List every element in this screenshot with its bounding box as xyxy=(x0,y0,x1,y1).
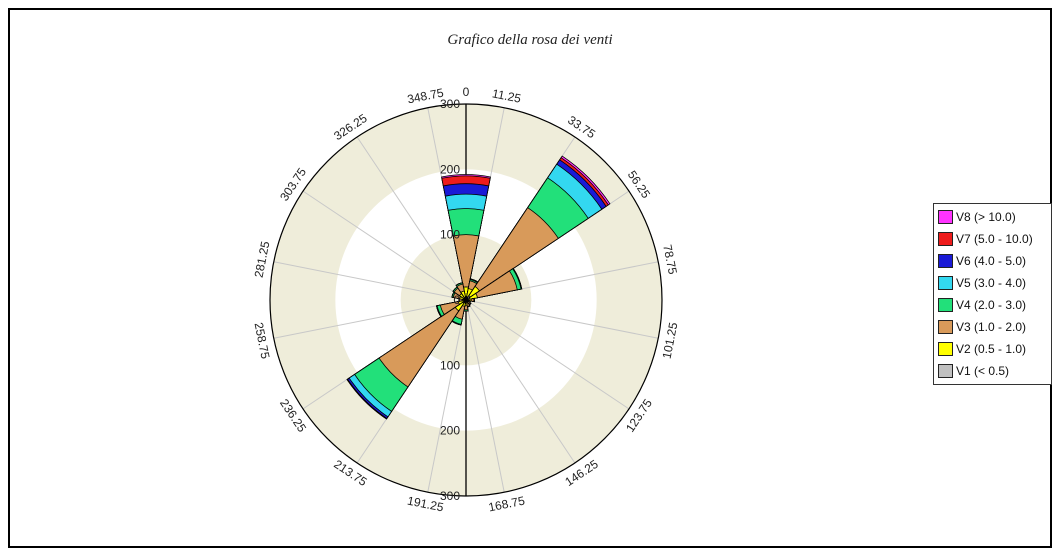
radial-tick-label: 100 xyxy=(440,228,460,242)
legend-swatch xyxy=(938,342,953,356)
radial-tick-label: 100 xyxy=(440,358,460,372)
direction-label: 11.25 xyxy=(491,86,523,105)
legend-label: V2 (0.5 - 1.0) xyxy=(956,342,1027,356)
direction-label: 101.25 xyxy=(660,321,681,360)
wedge-segment xyxy=(452,234,480,301)
spoke-line xyxy=(427,299,467,493)
radial-tick-label: 300 xyxy=(440,97,460,111)
legend-label: V5 (3.0 - 4.0) xyxy=(956,276,1027,290)
legend-swatch xyxy=(938,232,953,246)
radial-tick-label: 300 xyxy=(440,489,460,503)
spoke-line xyxy=(465,299,630,410)
legend-label: V6 (4.0 - 5.0) xyxy=(956,254,1027,268)
radial-tick-label: 200 xyxy=(440,424,460,438)
wedge-segment xyxy=(465,270,518,301)
legend-swatch xyxy=(938,254,953,268)
spoke-line xyxy=(302,190,467,301)
legend-item: V2 (0.5 - 1.0) xyxy=(934,338,1051,360)
legend-item: V4 (2.0 - 3.0) xyxy=(934,294,1051,316)
legend-label: V3 (1.0 - 2.0) xyxy=(956,320,1027,334)
legend-item: V7 (5.0 - 10.0) xyxy=(934,228,1051,250)
direction-label: 0 xyxy=(463,85,470,99)
legend-item: V8 (> 10.0) xyxy=(934,206,1051,228)
legend-label: V4 (2.0 - 3.0) xyxy=(956,298,1027,312)
direction-label: 258.75 xyxy=(252,321,273,360)
legend-item: V5 (3.0 - 4.0) xyxy=(934,272,1051,294)
legend-swatch xyxy=(938,320,953,334)
direction-label: 281.25 xyxy=(252,240,273,279)
legend-label: V8 (> 10.0) xyxy=(956,210,1016,224)
spoke-line xyxy=(465,299,576,464)
spoke-line xyxy=(273,299,467,339)
wedge-segment xyxy=(465,207,559,301)
direction-label: 78.75 xyxy=(660,243,680,276)
legend-swatch xyxy=(938,210,953,224)
radial-tick-label: 0 xyxy=(453,293,460,307)
legend-label: V1 (< 0.5) xyxy=(956,364,1010,378)
radial-tick-label: 200 xyxy=(440,162,460,176)
legend-item: V6 (4.0 - 5.0) xyxy=(934,250,1051,272)
spoke-line xyxy=(356,136,467,301)
wedge-segment xyxy=(463,296,467,301)
legend-swatch xyxy=(938,364,953,378)
chart-title: Grafico della rosa dei venti xyxy=(447,32,613,48)
wind-rose-chart: 0 11.2533.7556.2578.75101.25123.75146.251… xyxy=(252,85,681,515)
direction-label: 168.75 xyxy=(487,493,526,514)
spoke-line xyxy=(465,299,659,339)
spoke-line xyxy=(273,261,467,301)
spoke-line xyxy=(465,299,505,493)
legend-swatch xyxy=(938,276,953,290)
legend-label: V7 (5.0 - 10.0) xyxy=(956,232,1033,246)
legend-item: V1 (< 0.5) xyxy=(934,360,1051,382)
legend: V8 (> 10.0) V7 (5.0 - 10.0) V6 (4.0 - 5.0)… xyxy=(933,203,1052,385)
legend-swatch xyxy=(938,298,953,312)
wedge-segment xyxy=(378,299,467,388)
legend-item: V3 (1.0 - 2.0) xyxy=(934,316,1051,338)
